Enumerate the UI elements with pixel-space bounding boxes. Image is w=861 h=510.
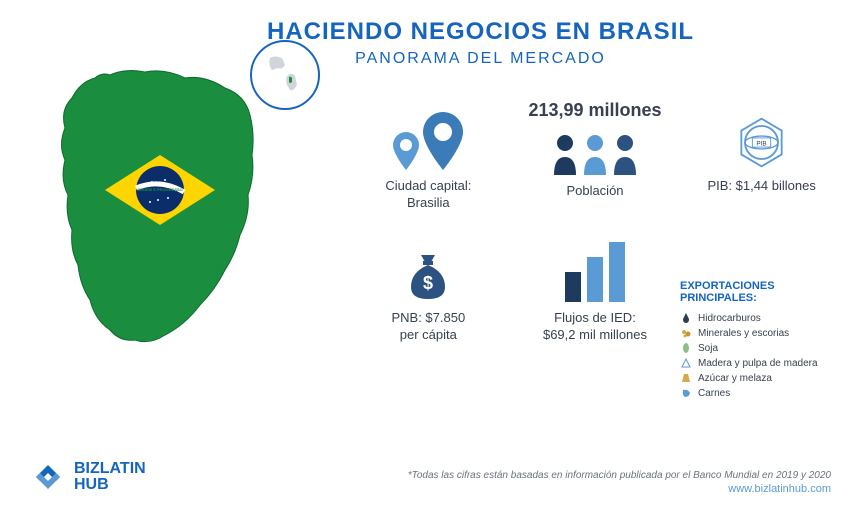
- pib-label: PIB: $1,44 billones: [707, 178, 815, 195]
- export-label: Azúcar y melaza: [698, 373, 772, 384]
- pib-globe-icon: PIB: [734, 115, 789, 170]
- ied-label: Flujos de IED:$69,2 mil millones: [543, 310, 647, 344]
- export-label: Minerales y escorias: [698, 328, 789, 339]
- stat-pib: PIB PIB: $1,44 billones: [683, 100, 840, 212]
- soy-icon: [680, 342, 692, 354]
- people-icon: [552, 135, 638, 175]
- export-label: Soja: [698, 343, 718, 354]
- map-region: ORDEM E PROGRESSO: [30, 60, 310, 400]
- wood-icon: [680, 357, 692, 369]
- mineral-icon: [680, 327, 692, 339]
- bar-chart-icon: [565, 242, 625, 302]
- bar-3: [609, 242, 625, 302]
- export-item: Minerales y escorias: [680, 327, 850, 339]
- footer-right: *Todas las cifras están basadas en infor…: [408, 470, 831, 495]
- bar-2: [587, 257, 603, 302]
- brazil-map-icon: ORDEM E PROGRESSO: [30, 60, 270, 360]
- stat-ied: Flujos de IED:$69,2 mil millones: [517, 232, 674, 344]
- pnb-label: PNB: $7.850per cápita: [391, 310, 465, 344]
- footer: BIZLATIN HUB *Todas las cifras están bas…: [30, 459, 831, 495]
- export-item: Soja: [680, 342, 850, 354]
- logo: BIZLATIN HUB: [30, 459, 146, 495]
- oil-icon: [680, 312, 692, 324]
- stat-population: 213,99 millones Población: [517, 100, 674, 212]
- map-pin-icon: [393, 112, 463, 170]
- header: HACIENDO NEGOCIOS EN BRASIL PANORAMA DEL…: [100, 0, 861, 68]
- globe-inset-icon: [250, 40, 320, 110]
- population-label: Población: [566, 183, 623, 200]
- stat-capital: Ciudad capital:Brasilia: [350, 100, 507, 212]
- export-label: Carnes: [698, 388, 730, 399]
- export-item: Madera y pulpa de madera: [680, 357, 850, 369]
- population-value: 213,99 millones: [528, 100, 661, 121]
- logo-icon: [30, 459, 66, 495]
- svg-text:$: $: [423, 273, 433, 293]
- page-title: HACIENDO NEGOCIOS EN BRASIL: [100, 18, 861, 46]
- stat-pnb: $ PNB: $7.850per cápita: [350, 232, 507, 344]
- exports-title: EXPORTACIONES PRINCIPALES:: [680, 280, 850, 304]
- svg-text:ORDEM E PROGRESSO: ORDEM E PROGRESSO: [137, 187, 183, 192]
- export-label: Madera y pulpa de madera: [698, 358, 818, 369]
- logo-text-2: HUB: [74, 477, 146, 493]
- capital-label: Ciudad capital:Brasilia: [385, 178, 471, 212]
- exports-panel: EXPORTACIONES PRINCIPALES: Hidrocarburos…: [680, 280, 850, 402]
- export-item: Azúcar y melaza: [680, 372, 850, 384]
- export-item: Hidrocarburos: [680, 312, 850, 324]
- svg-text:PIB: PIB: [756, 140, 766, 147]
- bar-1: [565, 272, 581, 302]
- sugar-icon: [680, 372, 692, 384]
- export-item: Carnes: [680, 387, 850, 399]
- website-url: www.bizlatinhub.com: [408, 483, 831, 495]
- export-label: Hidrocarburos: [698, 313, 761, 324]
- meat-icon: [680, 387, 692, 399]
- money-bag-icon: $: [403, 247, 453, 302]
- disclaimer-text: *Todas las cifras están basadas en infor…: [408, 470, 831, 481]
- logo-text-1: BIZLATIN: [74, 461, 146, 477]
